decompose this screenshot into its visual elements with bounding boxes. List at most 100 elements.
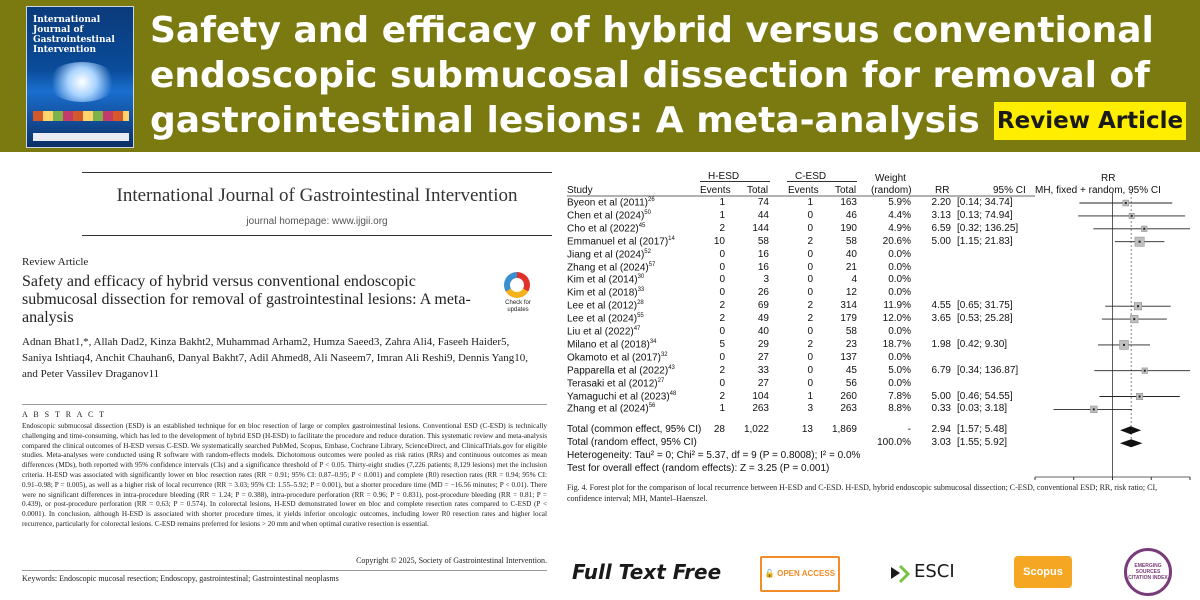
total-c-cell: 12 [845, 287, 857, 299]
header-banner: International Journal of Gastrointestina… [0, 0, 1200, 152]
reference-number: 34 [649, 338, 657, 345]
study-point-center [1138, 395, 1141, 398]
scopus-badge[interactable]: Scopus [1014, 556, 1072, 588]
total-c-cell: 163 [840, 197, 857, 208]
journal-name: International Journal of Gastrointestina… [116, 185, 518, 206]
total-common-label: Total (common effect, 95% CI) [567, 424, 702, 436]
ci-cell: [1.15; 21.83] [957, 235, 1013, 247]
weight-cell: 0.0% [888, 274, 911, 286]
events-c-cell: 1 [807, 197, 813, 208]
study-point-center [1130, 214, 1133, 217]
weight-cell: 18.7% [882, 338, 911, 350]
col-study: Study [567, 185, 593, 196]
cover-title: International Journal of Gastrointestina… [33, 15, 115, 55]
esci-logo-icon [891, 564, 910, 584]
weight-cell: 20.6% [882, 235, 911, 247]
study-label: Byeon et al (2011)26 [567, 197, 655, 209]
copyright: Copyright © 2025, Society of Gastrointes… [356, 556, 547, 565]
rr-cell: 3.13 [931, 209, 951, 221]
review-article-badge: Review Article [994, 102, 1186, 140]
rr-cell: 5.00 [931, 390, 951, 402]
common-effect-diamond [1120, 426, 1142, 435]
total-h-cell: 40 [757, 326, 769, 337]
total-h-cell: 33 [757, 364, 769, 376]
total-c-cell: 58 [845, 235, 857, 247]
weight-cell: 0.0% [888, 261, 911, 273]
events-c-cell: 0 [807, 248, 813, 260]
total-h-cell: 29 [757, 338, 769, 350]
forest-plot-graphic: 0.010.1110100FavorsH-ESDFavorsC-ESD [567, 193, 1191, 480]
total-c-cell: 314 [840, 300, 857, 312]
events-h-cell: 0 [719, 261, 725, 273]
rr-cell: 6.79 [931, 364, 951, 376]
random-effect-diamond [1119, 439, 1143, 448]
ci-cell: [0.65; 31.75] [957, 300, 1013, 312]
total-events-h: 28 [713, 424, 725, 436]
study-label: Milano et al (2018)34 [567, 338, 657, 351]
total-c-cell: 56 [845, 377, 857, 389]
study-point-center [1143, 369, 1146, 372]
total-c-cell: 137 [840, 351, 857, 363]
esci-badge[interactable]: ESCI [914, 561, 955, 582]
events-h-cell: 2 [719, 364, 725, 376]
study-label: Liu et al (2022)47 [567, 326, 641, 338]
total-c: 1,869 [831, 424, 857, 436]
rr-cell: 4.55 [931, 300, 951, 312]
abstract-text: Endoscopic submucosal dissection (ESD) i… [22, 422, 547, 528]
col-total-c: Total [835, 185, 857, 196]
total-random-rr: 3.03 [931, 437, 951, 449]
total-h-cell: 58 [757, 235, 769, 247]
study-label: Chen et al (2024)50 [567, 209, 651, 222]
study-point-center [1138, 240, 1141, 243]
abstract-heading: A B S T R A C T [22, 410, 107, 419]
total-h-cell: 3 [763, 274, 769, 286]
weight-cell: 5.9% [888, 197, 911, 208]
weight-cell: 12.0% [882, 313, 911, 325]
events-h-cell: 1 [719, 197, 725, 208]
heterogeneity-text: Heterogeneity: Tau² = 0; Chi² = 5.37, df… [567, 450, 861, 462]
total-c-cell: 21 [845, 261, 857, 273]
rr-cell: 0.33 [931, 403, 951, 415]
total-c-cell: 45 [845, 364, 857, 376]
events-h-cell: 0 [719, 326, 725, 337]
weight-cell: 4.4% [888, 209, 911, 221]
reference-number: 57 [648, 261, 656, 268]
figure-caption: Fig. 4. Forest plot for the comparison o… [567, 483, 1158, 503]
ci-cell: [0.03; 3.18] [957, 403, 1008, 415]
total-random-ci: [1.55; 5.92] [957, 437, 1008, 449]
total-h-cell: 263 [752, 403, 769, 415]
events-c-cell: 0 [807, 222, 813, 234]
open-access-badge[interactable]: 🔓 OPEN ACCESS [760, 556, 840, 592]
events-h-cell: 0 [719, 248, 725, 260]
reference-number: 43 [668, 364, 675, 371]
study-label: Lee et al (2024)55 [567, 313, 644, 325]
divider [22, 570, 547, 571]
rr-cell: 2.20 [931, 197, 951, 208]
total-c-cell: 190 [840, 222, 857, 234]
total-h-cell: 144 [752, 222, 769, 234]
reference-number: 14 [668, 235, 675, 242]
journal-header: International Journal of Gastrointestina… [82, 172, 552, 236]
events-c-cell: 0 [807, 261, 813, 273]
weight-cell: 0.0% [888, 377, 911, 389]
total-common-rr: 2.94 [931, 424, 951, 436]
weight-cell: 0.0% [888, 287, 911, 299]
weight-cell: 4.9% [888, 222, 911, 234]
weight-cell: 5.0% [888, 364, 911, 376]
esci-seal-badge[interactable]: EMERGING SOURCES CITATION INDEX [1124, 548, 1172, 596]
ci-cell: [0.53; 25.28] [957, 313, 1013, 325]
journal-cover-image: International Journal of Gastrointestina… [26, 6, 134, 148]
events-c-cell: 2 [807, 338, 813, 350]
study-point-center [1124, 202, 1127, 204]
reference-number: 47 [633, 326, 641, 332]
weight-cell: 0.0% [888, 326, 911, 337]
check-for-updates-button[interactable]: Check for updates [496, 272, 540, 316]
col-ci: 95% CI [993, 185, 1026, 196]
study-label: Kim et al (2014)30 [567, 274, 645, 286]
plot-subtitle: MH, fixed + random, 95% CI [1035, 185, 1161, 196]
open-access-icon: 🔓 [764, 569, 775, 578]
total-c-cell: 4 [851, 274, 857, 286]
divider [22, 404, 547, 405]
article-headline: Safety and efficacy of hybrid versus con… [150, 10, 1154, 141]
plot-title: RR [1101, 173, 1116, 184]
